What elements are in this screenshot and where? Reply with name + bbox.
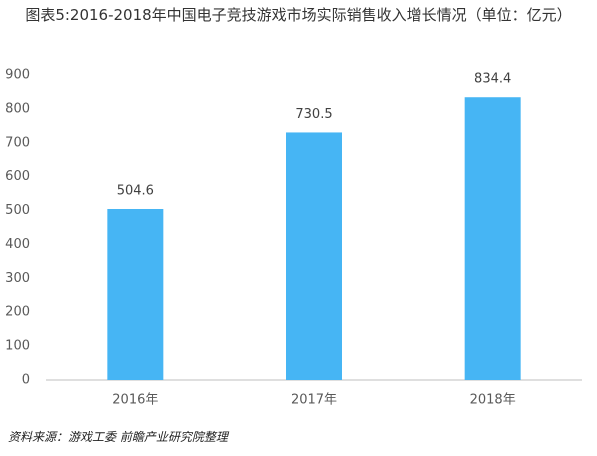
x-tick-label: 2016年 [112, 393, 158, 408]
bar [464, 97, 521, 380]
y-tick-label: 600 [5, 169, 30, 184]
y-tick-label: 700 [5, 135, 30, 150]
source-note: 资料来源：游戏工委 前瞻产业研究院整理 [8, 430, 228, 444]
chart-title: 图表5:2016-2018年中国电子竞技游戏市场实际销售收入增长情况（单位：亿元… [25, 6, 572, 24]
bar [107, 208, 164, 380]
y-tick-label: 100 [5, 339, 30, 354]
y-tick-label: 800 [5, 101, 30, 116]
y-tick-label: 200 [5, 305, 30, 320]
y-tick-label: 500 [5, 203, 30, 218]
data-label: 834.4 [474, 72, 511, 87]
y-tick-label: 300 [5, 271, 30, 286]
y-tick-label: 0 [22, 373, 30, 388]
y-tick-label: 900 [5, 68, 30, 83]
x-tick-label: 2018年 [470, 393, 516, 408]
data-label: 730.5 [295, 107, 332, 122]
x-tick-label: 2017年 [291, 393, 337, 408]
y-tick-label: 400 [5, 237, 30, 252]
bar [286, 132, 342, 380]
data-label: 504.6 [117, 183, 154, 198]
